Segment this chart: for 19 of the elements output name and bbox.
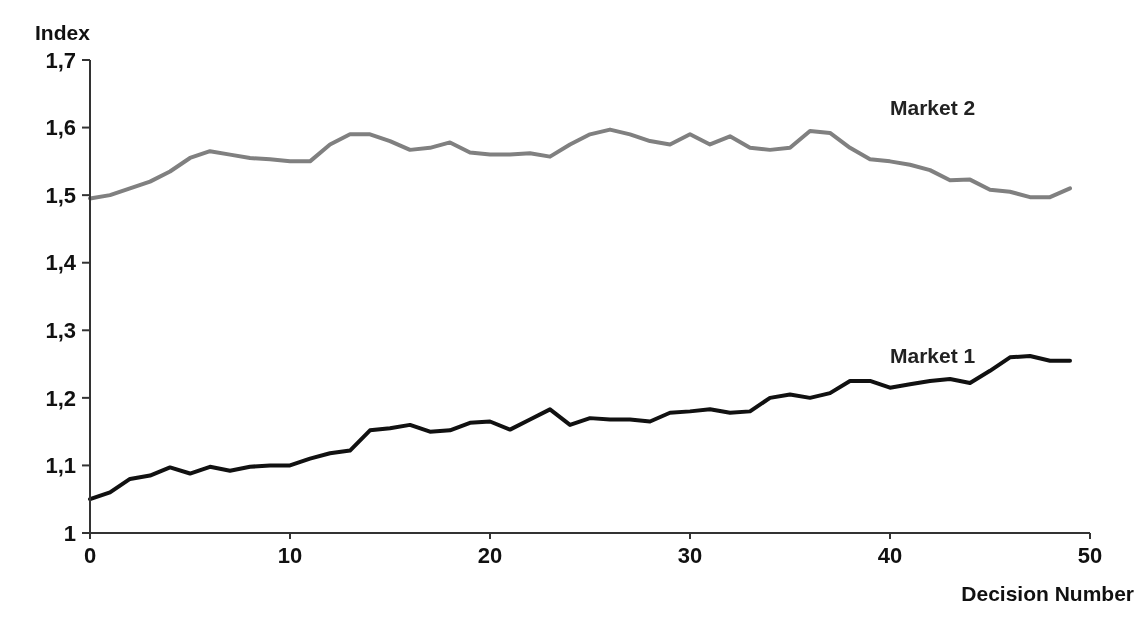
x-tick-label: 20	[477, 543, 503, 568]
y-tick-label: 1,6	[45, 115, 76, 141]
x-axis-title: Decision Number	[961, 582, 1134, 605]
y-tick-label: 1,3	[45, 317, 76, 343]
x-tick-label: 50	[1077, 543, 1103, 568]
y-tick-label: 1,4	[45, 250, 77, 276]
x-tick-label: 30	[677, 543, 703, 568]
y-tick-label: 1,2	[45, 385, 76, 411]
x-tick-label: 40	[877, 543, 903, 568]
y-tick-label: 1	[63, 520, 76, 546]
series-label: Market 1	[890, 343, 976, 367]
y-tick-label: 1,1	[45, 453, 76, 479]
y-axis-title: Index	[35, 21, 91, 44]
y-tick-label: 1,5	[45, 182, 76, 208]
x-tick-label: 10	[277, 543, 303, 568]
y-tick-label: 1,7	[45, 47, 76, 73]
x-tick-label: 0	[83, 543, 97, 568]
line-series	[88, 127, 1072, 201]
text: Market 2	[890, 95, 976, 119]
